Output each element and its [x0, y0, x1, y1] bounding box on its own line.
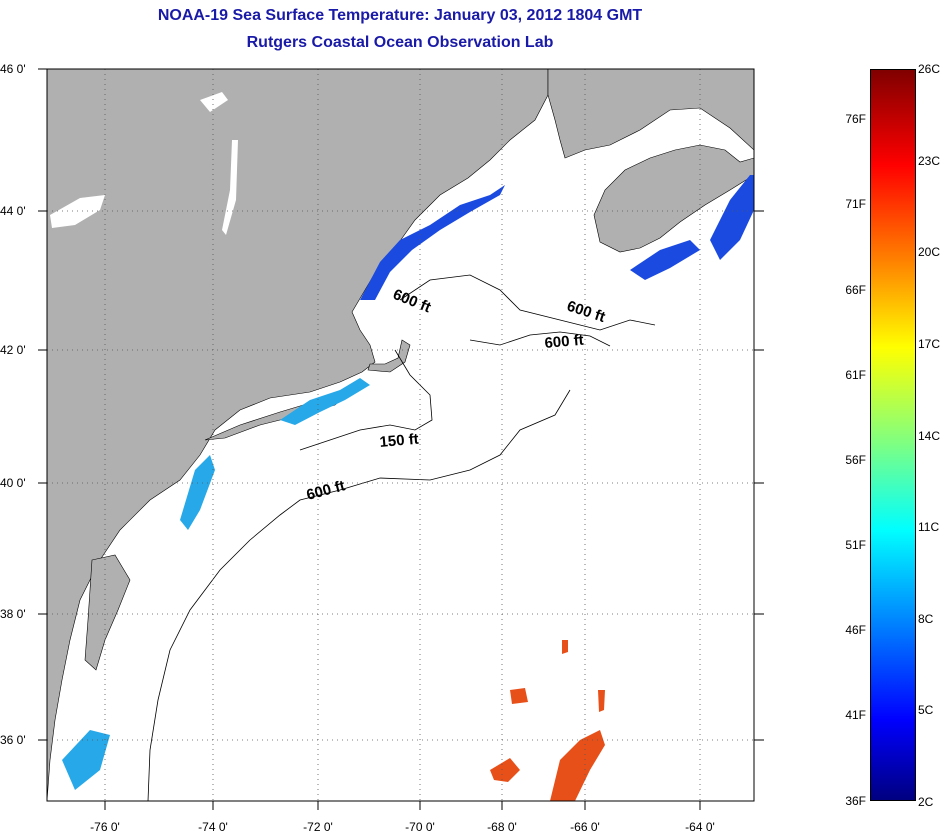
- land-cape-cod: [367, 339, 411, 373]
- chart-title: NOAA-19 Sea Surface Temperature: January…: [157, 7, 643, 24]
- sst-warm-patch: [510, 688, 528, 704]
- sst-gulf-of-maine-coast: [360, 185, 505, 300]
- land-canada-north: [547, 69, 754, 159]
- colorbar-c-label: 2C: [918, 795, 934, 809]
- sst-gulf-stream-filament: [598, 690, 605, 712]
- tick-marks: [38, 68, 764, 810]
- lat-label: 46 0': [0, 62, 26, 76]
- lake-ontario: [50, 195, 105, 228]
- sst-new-jersey-shelf: [180, 455, 215, 530]
- lon-label: -74 0': [198, 820, 228, 834]
- contour-600ft-gulf-of-maine: [399, 274, 656, 331]
- contour-600ft-shelf-break: [147, 389, 571, 801]
- colorbar-f-label: 66F: [845, 283, 866, 297]
- lat-label: 44 0': [0, 204, 26, 218]
- lat-label: 40 0': [0, 476, 26, 490]
- sst-southern-new-england: [280, 378, 370, 425]
- colorbar-f-label: 61F: [845, 368, 866, 382]
- land-us-mainland: [47, 69, 549, 801]
- contour-label: 150 ft: [379, 431, 420, 451]
- land-nova-scotia: [593, 144, 754, 253]
- colorbar-f-label: 51F: [845, 538, 866, 552]
- lon-label: -70 0': [405, 820, 435, 834]
- lon-label: -66 0': [570, 820, 600, 834]
- sst-gulf-stream-eddy-a: [490, 758, 520, 782]
- colorbar-c-label: 11C: [918, 520, 940, 534]
- colorbar-f-label: 71F: [845, 197, 866, 211]
- colorbar-c-label: 5C: [918, 703, 934, 717]
- colorbar-c-label: 17C: [918, 337, 941, 351]
- sst-bay-of-fundy: [630, 240, 700, 280]
- colorbar-c-label: 20C: [918, 245, 941, 259]
- colorbar-c-label: 14C: [918, 429, 941, 443]
- lon-label: -72 0': [303, 820, 333, 834]
- lake-moosehead: [200, 92, 228, 112]
- colorbar-f-label: 46F: [845, 623, 866, 637]
- contour-label: 600 ft: [544, 332, 585, 352]
- temperature-colorbar: [870, 69, 916, 801]
- colorbar-c-label: 23C: [918, 154, 941, 168]
- sst-warm-speck: [562, 640, 568, 654]
- chart-subtitle: Rutgers Coastal Ocean Observation Lab: [246, 34, 554, 51]
- colorbar-f-label: 36F: [845, 794, 866, 808]
- sst-carolina-coast: [62, 730, 110, 790]
- lon-label: -64 0': [685, 820, 715, 834]
- colorbar-c-label: 8C: [918, 612, 934, 626]
- colorbar-f-label: 76F: [845, 112, 866, 126]
- colorbar-c-label: 26C: [918, 62, 941, 76]
- contour-150ft: [299, 349, 433, 451]
- lat-label: 42 0': [0, 343, 26, 357]
- lat-label: 38 0': [0, 607, 26, 621]
- lon-label: -68 0': [487, 820, 517, 834]
- lon-label: -76 0': [90, 820, 120, 834]
- map-frame: [46, 68, 755, 802]
- sst-gulf-stream-eddy-b: [550, 730, 605, 801]
- lat-label: 36 0': [0, 733, 26, 747]
- contour-600ft-georges: [469, 331, 611, 347]
- colorbar-f-label: 41F: [845, 708, 866, 722]
- sst-nova-scotia-shelf: [710, 175, 754, 260]
- colorbar-f-label: 56F: [845, 453, 866, 467]
- graticule: [47, 69, 754, 801]
- lake-champlain: [222, 140, 238, 235]
